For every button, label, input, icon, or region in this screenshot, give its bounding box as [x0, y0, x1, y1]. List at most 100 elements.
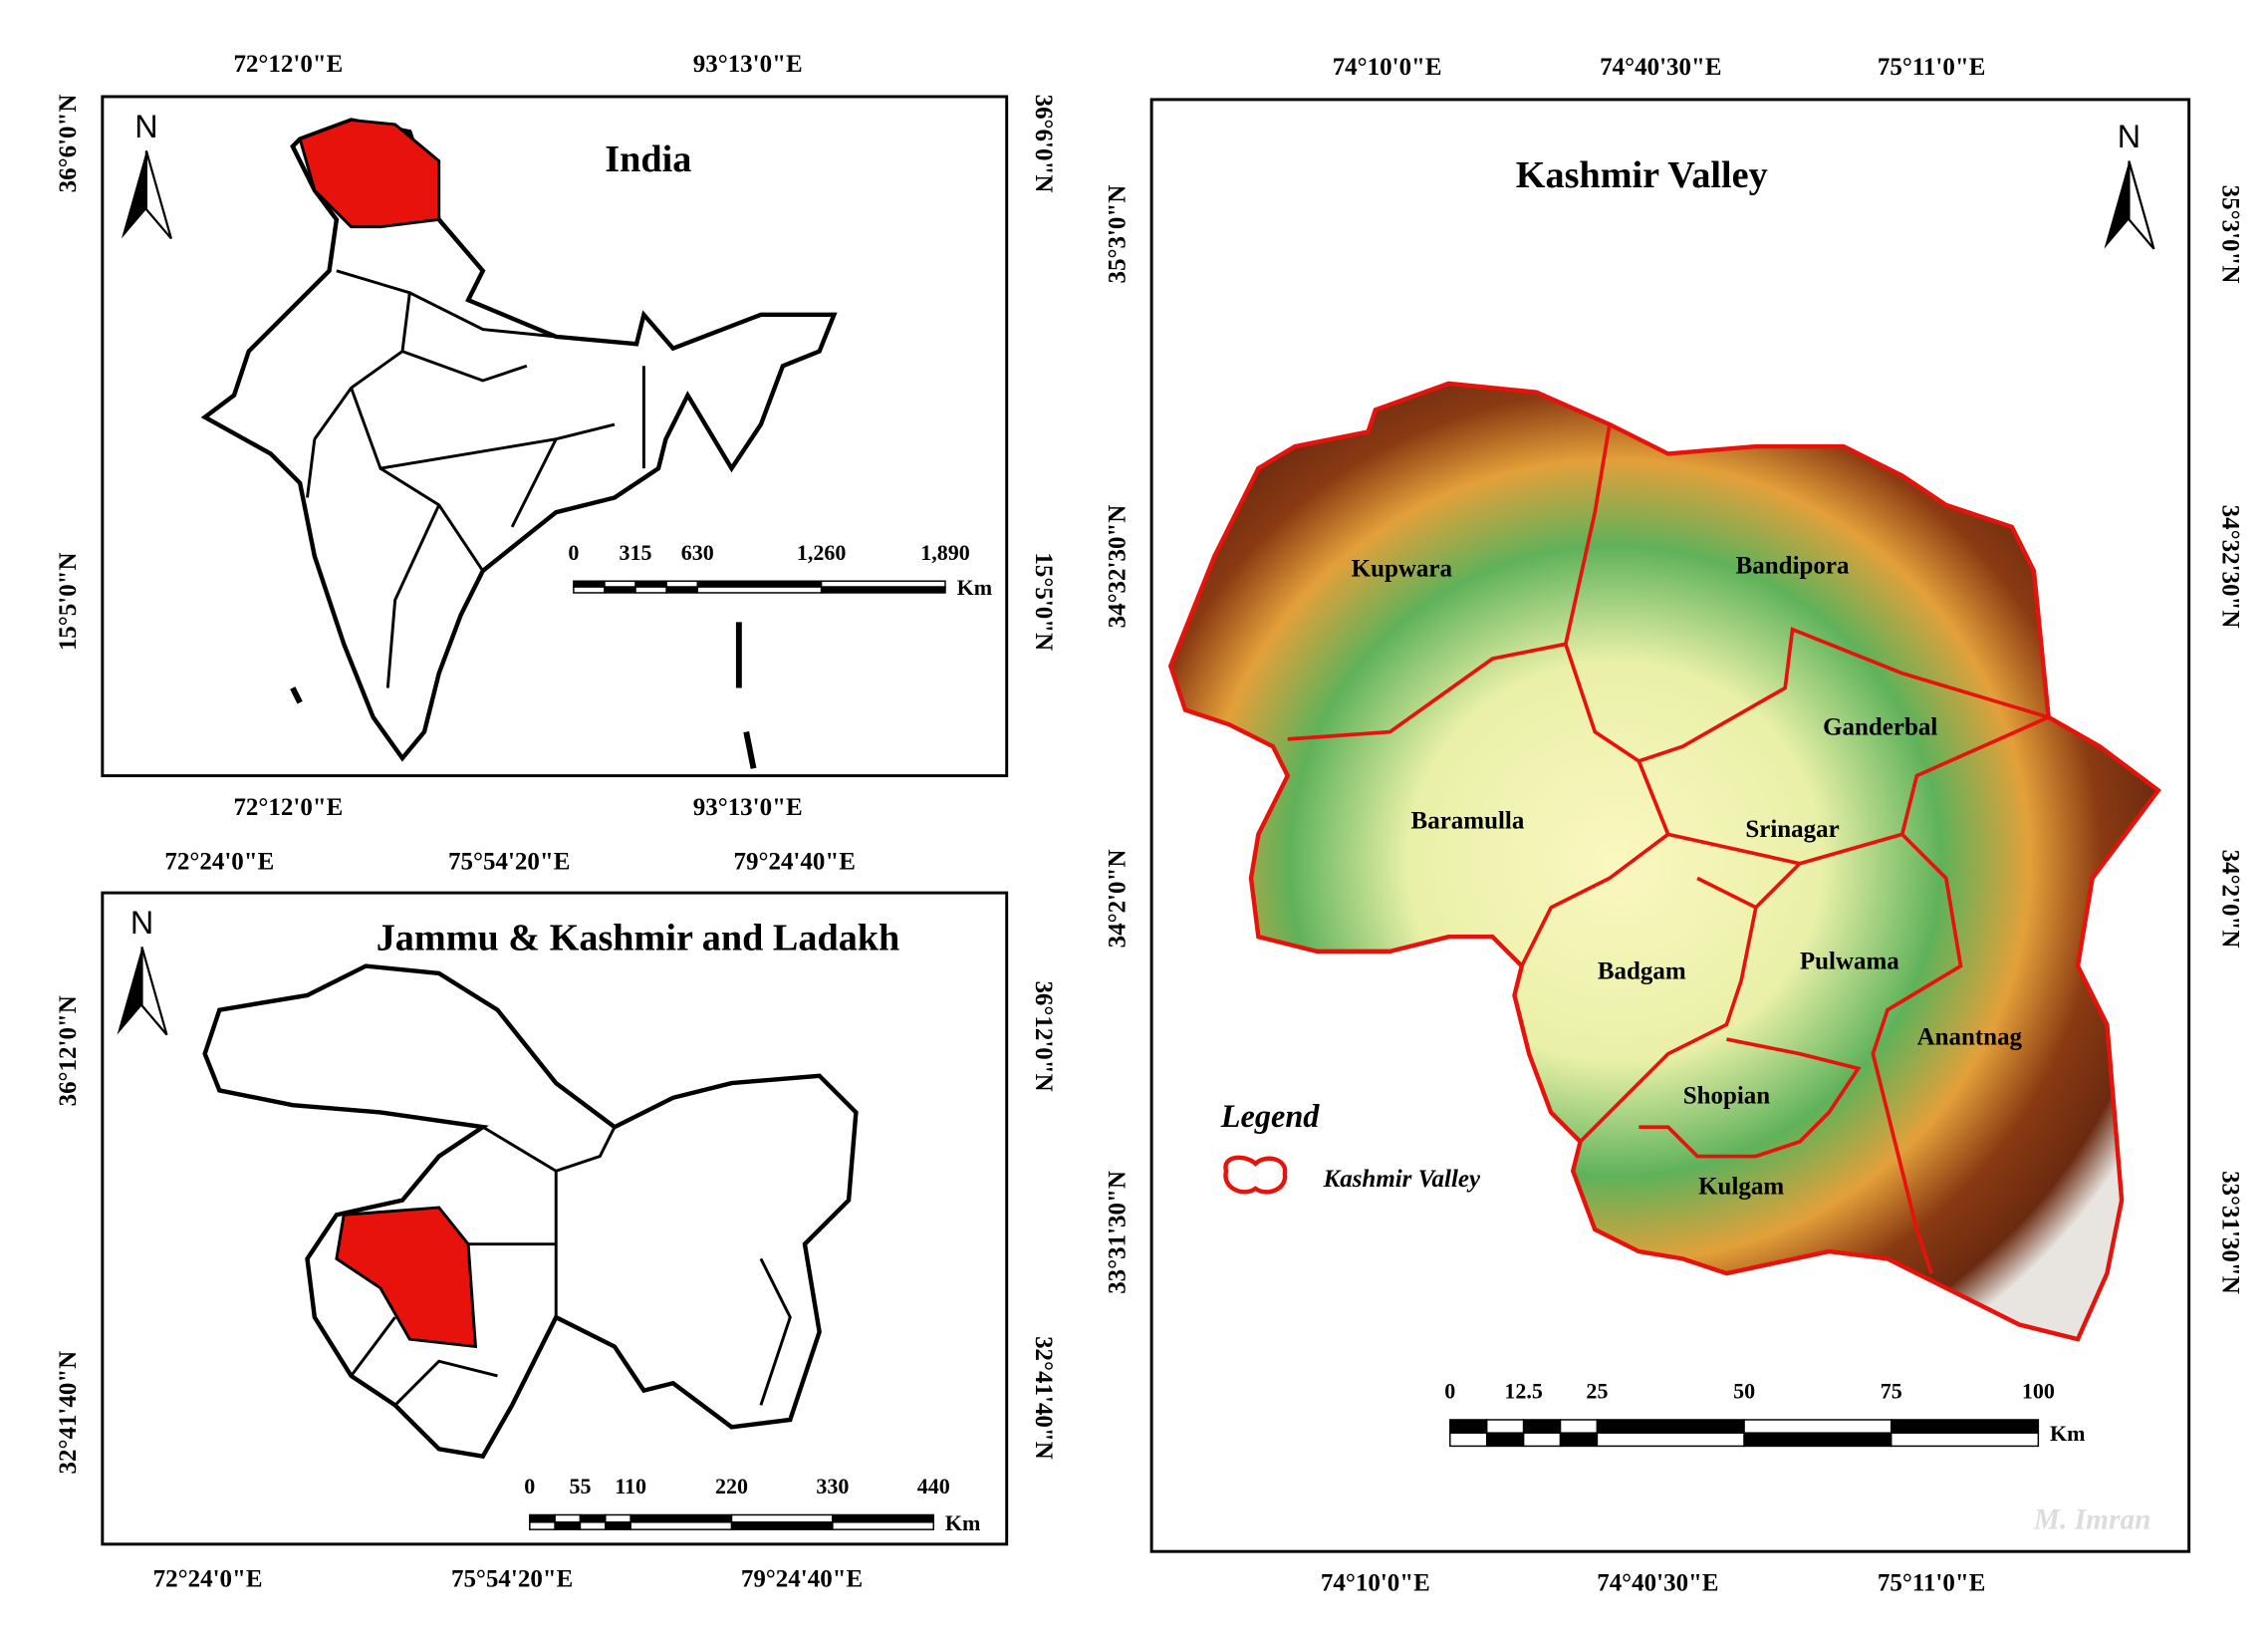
scale-bar-segment: [1559, 1419, 1599, 1434]
scale-bar-segment: [1485, 1419, 1525, 1434]
north-arrow: [2128, 160, 2155, 250]
scale-label: 330: [816, 1474, 849, 1498]
scale-bar-segment: [529, 1513, 556, 1523]
district-label: Badgam: [1598, 958, 1686, 985]
credit: M. Imran: [2033, 1504, 2151, 1536]
kashmir-valley: [1167, 381, 2161, 1342]
legend-symbol: [1223, 1155, 1288, 1195]
longitude-label: 72°24'0"E: [153, 1565, 263, 1592]
longitude-label: 79°24'40"E: [734, 848, 856, 875]
jk-kashmir-highlight: [335, 1206, 478, 1349]
scale-bar-segment: [1743, 1432, 1892, 1448]
longitude-label: 93°13'0"E: [693, 51, 803, 78]
latitude-label: 36°6'0"N: [1030, 95, 1057, 193]
map-title: India: [605, 138, 691, 180]
longitude-label: 93°13'0"E: [693, 794, 803, 821]
scale-bar-segment: [832, 1521, 934, 1530]
district-label: Kupwara: [1352, 556, 1453, 583]
longitude-label: 72°12'0"E: [233, 794, 343, 821]
scale-bar-segment: [1743, 1419, 1892, 1434]
latitude-label: 34°32'30"N: [2217, 505, 2244, 629]
scale-label: 0: [1444, 1379, 1455, 1404]
scale-label: 630: [681, 540, 714, 565]
district-label: Srinagar: [1745, 816, 1839, 843]
longitude-label: 79°24'40"E: [741, 1565, 863, 1592]
scale-bar-segment: [1596, 1432, 1745, 1448]
scale-label: 220: [715, 1474, 748, 1498]
scale-bar-segment: [730, 1521, 834, 1530]
scale-bar-segment: [1449, 1432, 1488, 1448]
scale-bar-segment: [605, 1521, 631, 1530]
scale-bar-segment: [630, 1513, 733, 1523]
scale-bar-segment: [820, 580, 946, 588]
scale-label: 50: [1733, 1379, 1755, 1404]
latitude-label: 36°6'0"N: [55, 95, 82, 193]
scale-label: 440: [917, 1474, 950, 1498]
scale-label: 1,260: [797, 540, 847, 565]
latitude-label: 36°12'0"N: [55, 995, 82, 1106]
longitude-label: 72°24'0"E: [164, 848, 274, 875]
scale-label: 1,890: [920, 540, 970, 565]
latitude-label: 35°3'0"N: [2217, 185, 2244, 284]
longitude-label: 74°40'30"E: [1600, 54, 1721, 81]
india-jk-highlight: [298, 118, 441, 229]
latitude-label: 33°31'30"N: [1105, 1171, 1132, 1294]
scale-bar-segment: [696, 580, 823, 588]
scale-bar-segment: [832, 1513, 934, 1523]
longitude-label: 72°12'0"E: [233, 51, 343, 78]
longitude-label: 75°11'0"E: [1878, 1570, 1985, 1597]
scale-label: 12.5: [1504, 1379, 1543, 1404]
scale-bar-segment: [605, 1513, 631, 1523]
district-boundaries: [1287, 423, 2050, 1274]
latitude-label: 32°41'40"N: [1030, 1336, 1057, 1460]
india-state-borders: [306, 269, 645, 688]
latitude-label: 36°12'0"N: [1030, 980, 1057, 1091]
scale-bar-segment: [1596, 1419, 1745, 1434]
latitude-label: 33°31'30"N: [2217, 1171, 2244, 1294]
north-arrow: [117, 947, 142, 1035]
longitude-label: 74°40'30"E: [1597, 1570, 1718, 1597]
longitude-label: 74°10'0"E: [1321, 1570, 1430, 1597]
latitude-label: 35°3'0"N: [1105, 185, 1132, 284]
scale-label: 110: [615, 1474, 646, 1498]
scale-label: 100: [2022, 1379, 2055, 1404]
legend-label: Kashmir Valley: [1323, 1166, 1481, 1193]
scale-bar-segment: [579, 1513, 607, 1523]
north-label: N: [134, 109, 157, 144]
scale-label: 0: [568, 540, 579, 565]
scale-bar-segment: [604, 586, 636, 594]
scale-bar-segment: [730, 1513, 834, 1523]
scale-bar-segment: [554, 1513, 582, 1523]
scale-bar-segment: [665, 586, 698, 594]
north-arrow: [2104, 160, 2130, 249]
latitude-label: 34°32'30"N: [1105, 505, 1132, 629]
scale-bar-segment: [665, 580, 698, 588]
scale-label: 25: [1586, 1379, 1608, 1404]
map-title: Jammu & Kashmir and Ladakh: [377, 917, 900, 958]
scale-label: 0: [524, 1474, 535, 1498]
district-label: Kulgam: [1698, 1174, 1784, 1201]
scale-unit: Km: [2050, 1421, 2085, 1446]
islands: [290, 622, 757, 769]
scale-bar-segment: [820, 586, 946, 594]
jk-outline: [202, 963, 859, 1460]
scale-bar-segment: [1890, 1419, 2040, 1434]
scale-bar-segment: [604, 580, 636, 588]
scale-bar-segment: [529, 1521, 556, 1530]
scale-bar-segment: [1485, 1432, 1525, 1448]
north-arrow: [144, 150, 172, 240]
district-label: Anantnag: [1917, 1024, 2023, 1051]
north-label: N: [130, 905, 153, 941]
scale-bar-segment: [630, 1521, 733, 1530]
scale-bar-segment: [1522, 1419, 1562, 1434]
jk-borders: [350, 1125, 792, 1407]
scale-label: 75: [1881, 1379, 1902, 1404]
scale-bar-segment: [1449, 1419, 1488, 1434]
scale-label: 55: [569, 1474, 591, 1498]
latitude-label: 15°5'0"N: [1030, 552, 1057, 651]
latitude-label: 15°5'0"N: [55, 552, 82, 651]
longitude-label: 75°54'20"E: [448, 848, 570, 875]
longitude-label: 75°11'0"E: [1878, 54, 1985, 81]
